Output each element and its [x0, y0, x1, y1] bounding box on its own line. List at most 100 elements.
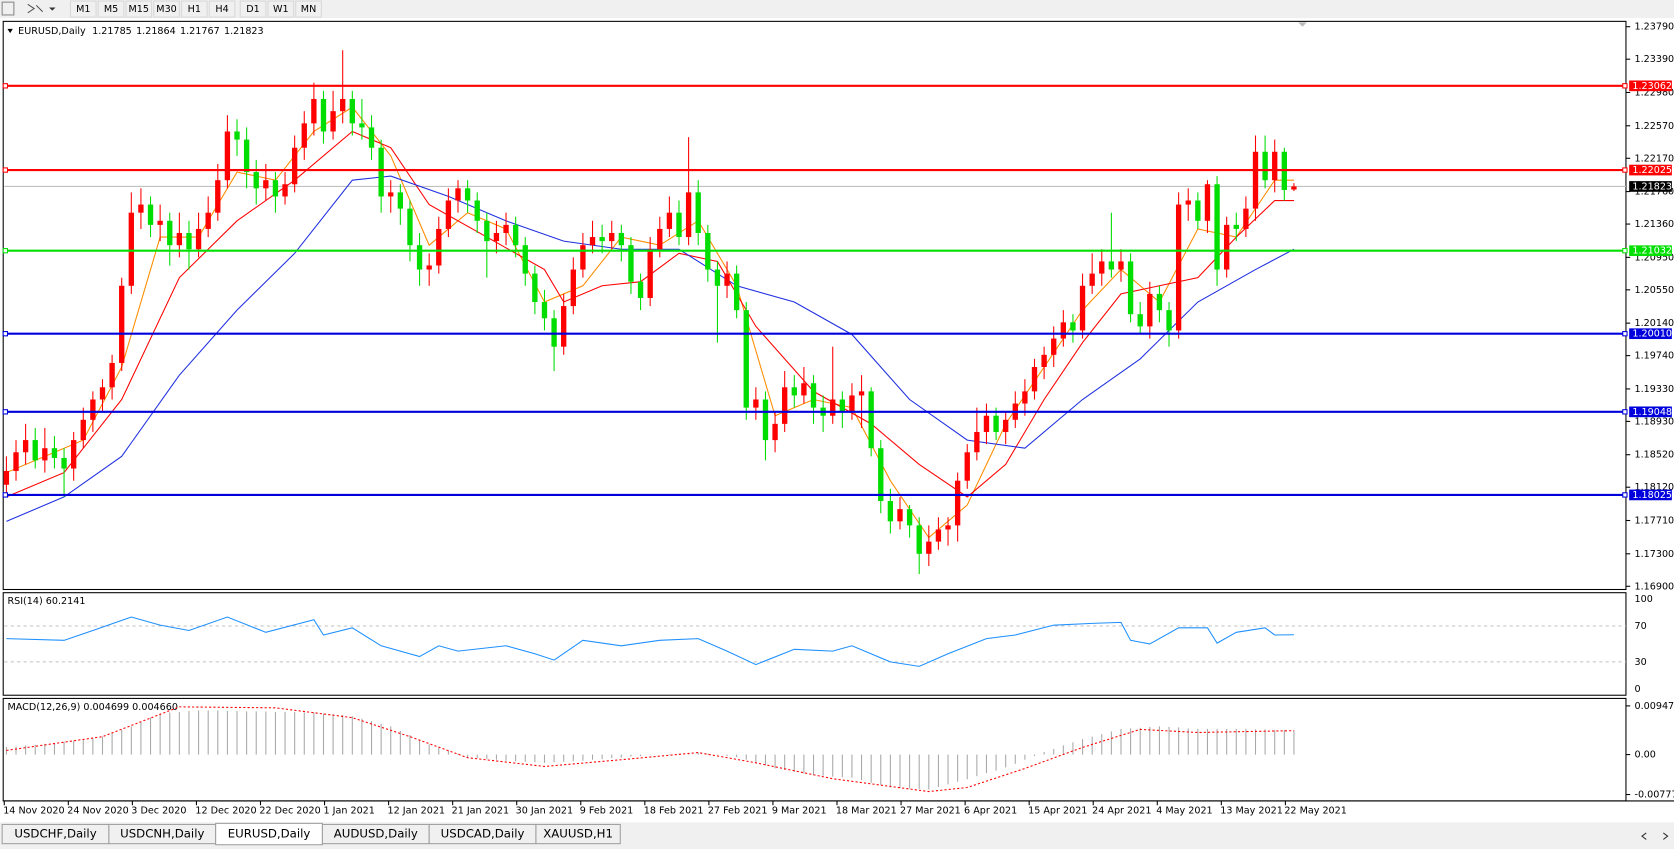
candle-body [849, 395, 855, 412]
candle-body [51, 448, 58, 458]
x-tick-label: 14 Nov 2020 [3, 806, 64, 817]
candle-body [522, 245, 528, 274]
candle-body [224, 131, 231, 181]
timeframe-label: H4 [215, 4, 228, 15]
candle-body [685, 192, 692, 238]
candle-body [551, 318, 557, 347]
candle-body [1003, 419, 1009, 432]
tab[interactable] [535, 823, 621, 845]
x-tick-label: 12 Dec 2020 [195, 806, 256, 817]
candle-body [1195, 200, 1201, 221]
timeframe-button[interactable] [180, 0, 208, 18]
candle-body [580, 245, 586, 270]
candle-body [1291, 186, 1297, 190]
tab-label: USDCNH,Daily [120, 827, 204, 841]
timeframe-button[interactable] [69, 0, 97, 18]
level-handle[interactable] [1622, 331, 1628, 337]
price-label: 1.21823 [1632, 181, 1672, 192]
level-handle[interactable] [2, 492, 9, 498]
timeframe-button[interactable] [208, 0, 236, 18]
level-handle[interactable] [1622, 492, 1628, 498]
candle-body [916, 525, 922, 554]
candle-body [1224, 224, 1230, 270]
candle-body [138, 204, 144, 213]
x-tick-label: 21 Jan 2021 [452, 806, 510, 817]
candle-body [753, 399, 759, 408]
candle-body [1166, 310, 1172, 331]
tab-label: USDCAD,Daily [441, 827, 525, 841]
candle-body [272, 180, 279, 197]
candle-body [157, 220, 163, 225]
x-tick-label: 27 Mar 2021 [900, 806, 961, 817]
candle-body [70, 440, 77, 469]
candle-body [359, 123, 365, 128]
timeframe-button[interactable] [97, 0, 125, 18]
level-handle[interactable] [1622, 167, 1628, 173]
level-label-box [1629, 164, 1672, 176]
level-handle[interactable] [2, 331, 9, 337]
candle-body [215, 180, 221, 213]
x-tick-label: 22 May 2021 [1284, 806, 1347, 817]
candle-body [1147, 293, 1153, 327]
y-tick-label: 1.20550 [1634, 285, 1674, 296]
candle-body [1262, 151, 1268, 181]
tab-label: XAUUSD,H1 [543, 827, 613, 841]
candle-body [484, 220, 490, 242]
candle-body [1214, 184, 1220, 270]
level-label-box [1629, 245, 1672, 257]
y-tick-label: 1.19330 [1634, 384, 1674, 395]
candle-body [954, 480, 961, 526]
candle-body [647, 249, 653, 298]
candle-body [868, 391, 874, 449]
candle-body [503, 224, 509, 233]
x-tick-label: 24 Apr 2021 [1092, 806, 1151, 817]
tab-label: AUDUSD,Daily [334, 827, 418, 841]
level-handle[interactable] [2, 409, 9, 415]
timeframe-button[interactable] [295, 0, 322, 18]
level-label-box [1629, 406, 1672, 418]
timeframe-button[interactable] [125, 0, 153, 18]
timeframe-button[interactable] [239, 0, 267, 18]
candle-body [445, 200, 452, 229]
tab-scroll[interactable] [1641, 832, 1669, 840]
candle-body [1051, 338, 1057, 355]
collapse-arrow[interactable] [7, 28, 13, 34]
timeframe-label: D1 [246, 4, 259, 15]
candle-body [1099, 261, 1105, 274]
candle-body [772, 423, 778, 441]
level-handle[interactable] [2, 167, 9, 173]
level-handle[interactable] [2, 248, 9, 254]
candle-body [368, 127, 375, 148]
candle-body [676, 212, 682, 238]
draw-tool[interactable] [27, 3, 44, 14]
timeframe-label: MN [301, 4, 316, 15]
y-tick-label: 1.16900 [1634, 581, 1674, 592]
candle-body [243, 139, 250, 173]
timeframe-button[interactable] [153, 0, 180, 18]
y-tick-label: -0.007778 [1634, 790, 1674, 801]
y-tick-label: 1.19740 [1634, 351, 1674, 362]
timeframe-button[interactable] [267, 0, 295, 18]
candle-body [657, 228, 663, 250]
x-tick-label: 13 May 2021 [1220, 806, 1283, 817]
candle-body [282, 184, 288, 197]
candle-body [561, 306, 567, 347]
dropdown[interactable] [49, 7, 56, 11]
text-tool[interactable] [1, 1, 15, 16]
y-tick-label: 30 [1634, 657, 1646, 668]
level-handle[interactable] [1622, 83, 1628, 89]
candle-body [743, 310, 749, 408]
level-handle[interactable] [2, 83, 9, 89]
x-tick-label: 30 Jan 2021 [516, 806, 574, 817]
level-handle[interactable] [1622, 248, 1628, 254]
x-tick-label: 1 Jan 2021 [323, 806, 374, 817]
candle-body [42, 448, 48, 461]
level-handle[interactable] [1622, 409, 1628, 415]
candle-body [1127, 261, 1134, 315]
candle-body [532, 273, 538, 303]
x-tick-label: 22 Dec 2020 [259, 806, 320, 817]
candle-body [167, 220, 173, 246]
candle-body [1243, 208, 1249, 229]
